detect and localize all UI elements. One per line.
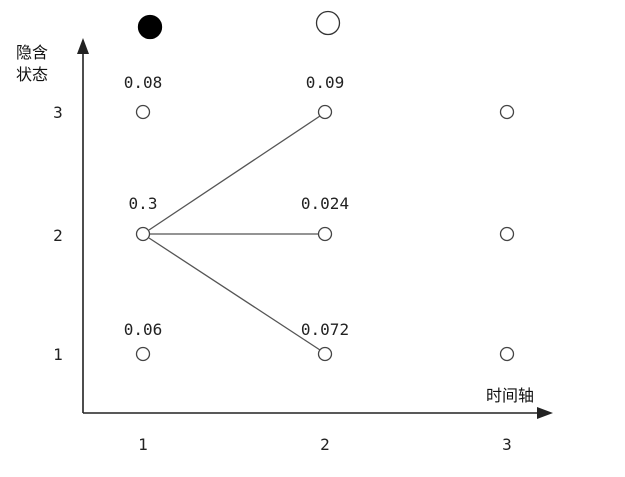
y-tick-label: 1 [53,345,63,364]
x-tick-label: 3 [502,435,512,454]
observation-empty-marker [315,10,341,36]
state-node [317,104,333,120]
transition-edge [148,115,321,231]
y-axis-label-line2: 状态 [16,65,48,84]
state-node [317,346,333,362]
state-node [135,104,151,120]
node-probability-label: 0.024 [301,194,349,213]
state-node [499,346,515,362]
x-axis-arrow-icon [537,407,553,419]
y-tick-label: 3 [53,103,63,122]
x-tick-label: 1 [138,435,148,454]
transition-edge [148,237,321,351]
state-node [135,346,151,362]
state-node [499,226,515,242]
x-axis-label: 时间轴 [486,386,534,405]
state-node [135,226,151,242]
node-probability-label: 0.3 [129,194,158,213]
node-probability-label: 0.08 [124,73,163,92]
y-tick-label: 2 [53,226,63,245]
state-node [317,226,333,242]
y-axis-label-line1: 隐含 [16,43,48,62]
y-axis-arrow-icon [77,38,89,54]
observation-filled-marker [137,14,163,40]
node-probability-label: 0.09 [306,73,345,92]
node-probability-label: 0.072 [301,320,349,339]
node-probability-label: 0.06 [124,320,163,339]
x-tick-label: 2 [320,435,330,454]
state-node [499,104,515,120]
